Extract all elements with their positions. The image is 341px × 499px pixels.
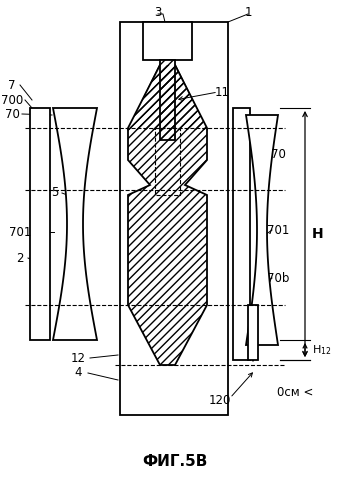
Text: 120: 120 <box>209 394 231 407</box>
Text: 7: 7 <box>8 78 16 91</box>
Text: 701: 701 <box>267 224 289 237</box>
Polygon shape <box>246 115 278 345</box>
Polygon shape <box>128 65 207 365</box>
Text: 4: 4 <box>74 366 82 380</box>
Bar <box>143 22 192 60</box>
Text: 0см <: 0см < <box>277 387 313 400</box>
Text: H: H <box>312 227 324 241</box>
Bar <box>120 22 228 415</box>
Text: 12: 12 <box>71 351 86 364</box>
Polygon shape <box>53 108 97 340</box>
Bar <box>248 305 258 360</box>
Text: ФИГ.5В: ФИГ.5В <box>142 455 208 470</box>
Text: 5: 5 <box>51 187 59 200</box>
Text: 2: 2 <box>16 251 24 264</box>
Bar <box>30 108 50 340</box>
Bar <box>160 60 175 140</box>
Text: H$_{12}$: H$_{12}$ <box>312 343 331 357</box>
Bar <box>233 108 250 360</box>
Polygon shape <box>128 65 207 130</box>
Bar <box>160 60 175 140</box>
Text: 1: 1 <box>244 5 252 18</box>
Text: 70: 70 <box>4 107 19 120</box>
Text: 701: 701 <box>9 226 31 239</box>
Text: 3: 3 <box>154 5 162 18</box>
Text: 11: 11 <box>214 85 229 98</box>
Text: 70b: 70b <box>267 271 289 284</box>
Text: 70: 70 <box>270 149 285 162</box>
Text: 700: 700 <box>1 93 23 106</box>
